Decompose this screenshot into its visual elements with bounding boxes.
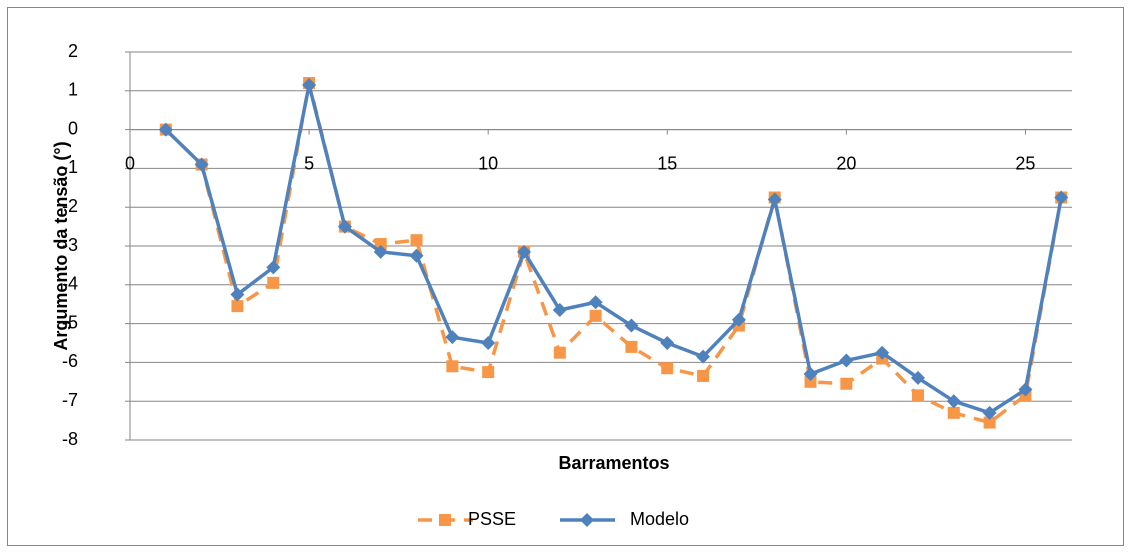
data-point — [516, 244, 531, 259]
data-point — [374, 238, 387, 251]
data-point — [875, 345, 890, 360]
data-point — [983, 416, 996, 429]
data-point — [1018, 382, 1033, 397]
data-point — [482, 366, 495, 379]
data-point — [267, 276, 280, 289]
x-tick-label: 5 — [304, 153, 314, 173]
data-point — [982, 405, 997, 420]
data-point — [446, 360, 459, 373]
data-point — [804, 375, 817, 388]
data-point — [696, 349, 711, 364]
y-tick-label: -6 — [62, 351, 78, 371]
data-point — [1054, 190, 1069, 205]
data-point — [839, 353, 854, 368]
y-tick-label: -3 — [62, 235, 78, 255]
y-tick-label: -4 — [62, 274, 78, 294]
y-tick-label: 0 — [68, 118, 78, 138]
data-point — [624, 318, 639, 333]
data-point — [910, 370, 925, 385]
data-point — [946, 394, 961, 409]
data-point — [373, 244, 388, 259]
data-point — [625, 340, 638, 353]
data-point — [552, 303, 567, 318]
data-point — [589, 309, 602, 322]
x-tick-label: 25 — [1015, 153, 1035, 173]
data-point — [445, 330, 460, 345]
y-tick-label: -8 — [62, 429, 78, 449]
y-tick-label: -2 — [62, 196, 78, 216]
y-tick-label: -5 — [62, 312, 78, 332]
data-point — [803, 367, 818, 382]
data-point — [231, 300, 244, 313]
x-tick-label: 10 — [478, 153, 498, 173]
y-tick-label: -1 — [62, 157, 78, 177]
data-point — [302, 77, 317, 92]
series-line — [164, 84, 1063, 415]
data-point — [660, 336, 675, 350]
data-point — [661, 362, 674, 375]
data-point — [767, 192, 782, 207]
chart-border — [7, 7, 1124, 546]
y-axis-label: Argumento da tensão (°) — [51, 141, 71, 350]
data-point — [911, 389, 924, 402]
legend-label: Modelo — [630, 509, 689, 529]
data-point — [731, 312, 746, 327]
data-point — [947, 406, 960, 419]
legend-marker — [439, 514, 451, 526]
legend-marker — [580, 513, 594, 527]
x-tick-label: 0 — [125, 153, 135, 173]
y-tick-label: -7 — [62, 390, 78, 410]
data-point — [697, 369, 710, 382]
x-tick-label: 15 — [657, 153, 677, 173]
data-point — [230, 287, 245, 302]
data-point — [194, 157, 209, 172]
data-point — [588, 295, 603, 310]
data-point — [410, 234, 423, 247]
data-point — [337, 219, 352, 234]
y-tick-label: 1 — [68, 80, 78, 100]
y-tick-label: 2 — [68, 41, 78, 61]
x-tick-label: 20 — [836, 153, 856, 173]
data-point — [266, 260, 281, 275]
data-point — [409, 248, 424, 263]
legend-label: PSSE — [468, 509, 516, 529]
data-point — [840, 377, 853, 390]
data-point — [158, 122, 173, 137]
data-point — [481, 336, 496, 350]
x-axis-label: Barramentos — [558, 453, 669, 473]
data-point — [553, 346, 566, 359]
